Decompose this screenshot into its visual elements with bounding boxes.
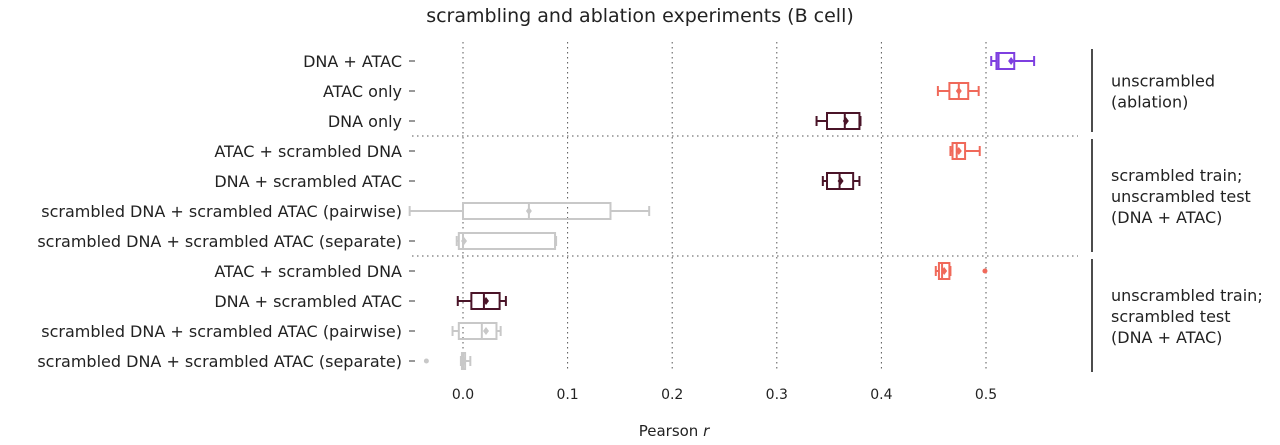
group-label: unscrambled train; bbox=[1111, 286, 1263, 305]
group-separators bbox=[412, 135, 1078, 257]
box-mean bbox=[842, 117, 849, 125]
group-annotations: unscrambled (ablation) scrambled train; uns… bbox=[1091, 49, 1263, 372]
category-label: DNA only bbox=[328, 112, 402, 131]
category-labels: DNA + ATAC ATAC only DNA only ATAC + scramb… bbox=[37, 52, 415, 371]
category-label: DNA + scrambled ATAC bbox=[214, 292, 402, 311]
box-mean bbox=[941, 267, 948, 275]
box-mean bbox=[1008, 57, 1015, 65]
group-label: unscrambled test bbox=[1111, 187, 1251, 206]
box-scrambled-dna-scrambled-atac-separate- bbox=[423, 352, 472, 370]
box-iqr bbox=[462, 202, 612, 220]
x-tick-label: 0.3 bbox=[766, 387, 788, 403]
grid-layer bbox=[462, 42, 987, 372]
box-scrambled-dna-scrambled-atac-pairwise- bbox=[451, 322, 502, 340]
outlier-point bbox=[982, 268, 988, 274]
category-label: DNA + ATAC bbox=[303, 52, 402, 71]
category-label: scrambled DNA + scrambled ATAC (separate… bbox=[37, 352, 402, 371]
box-mean bbox=[955, 87, 962, 95]
box-iqr bbox=[937, 262, 951, 280]
box-dna-scrambled-atac bbox=[456, 292, 507, 310]
box-mean bbox=[525, 207, 532, 215]
x-tick-label: 0.4 bbox=[870, 387, 892, 403]
x-axis-label: Pearson r bbox=[639, 422, 710, 440]
box-iqr bbox=[995, 52, 1016, 70]
box-scrambled-dna-scrambled-atac-separate- bbox=[455, 232, 558, 250]
category-label: scrambled DNA + scrambled ATAC (separate… bbox=[37, 232, 402, 251]
category-label: ATAC only bbox=[323, 82, 402, 101]
outlier-point bbox=[423, 358, 429, 364]
box-dna-scrambled-atac bbox=[821, 172, 861, 190]
box-iqr bbox=[951, 142, 967, 160]
box-dna-atac bbox=[990, 52, 1036, 70]
x-tick-label: 0.1 bbox=[556, 387, 578, 403]
box-mean bbox=[837, 177, 844, 185]
x-axis-label-text: Pearson bbox=[639, 422, 699, 440]
chart-title: scrambling and ablation experiments (B c… bbox=[426, 5, 854, 27]
box-mean bbox=[955, 147, 962, 155]
box-iqr bbox=[470, 292, 501, 310]
box-atac-scrambled-dna bbox=[949, 142, 981, 160]
box-scrambled-dna-scrambled-atac-pairwise- bbox=[408, 202, 651, 220]
box-dna-only bbox=[815, 112, 862, 130]
box-mean bbox=[461, 357, 468, 365]
group-label: scrambled test bbox=[1111, 307, 1231, 326]
category-label: scrambled DNA + scrambled ATAC (pairwise… bbox=[41, 322, 402, 341]
x-tick-label: 0.5 bbox=[975, 387, 997, 403]
box-atac-only bbox=[936, 82, 980, 100]
category-label: DNA + scrambled ATAC bbox=[214, 172, 402, 191]
group-label: scrambled train; bbox=[1111, 166, 1242, 185]
x-tick-label: 0.0 bbox=[452, 387, 474, 403]
box-iqr bbox=[457, 322, 498, 340]
category-label: scrambled DNA + scrambled ATAC (pairwise… bbox=[41, 202, 402, 221]
box-mean bbox=[483, 327, 490, 335]
category-label: ATAC + scrambled DNA bbox=[214, 262, 402, 281]
group-label: (ablation) bbox=[1111, 93, 1188, 112]
group-label: unscrambled bbox=[1111, 72, 1215, 91]
x-axis-label-italic: r bbox=[703, 422, 710, 440]
box-iqr bbox=[457, 232, 557, 250]
x-axis-ticks: 0.0 0.1 0.2 0.3 0.4 0.5 bbox=[452, 387, 997, 403]
category-label: ATAC + scrambled DNA bbox=[214, 142, 402, 161]
box-atac-scrambled-dna bbox=[934, 262, 988, 280]
box-series bbox=[408, 52, 1036, 370]
group-label: (DNA + ATAC) bbox=[1111, 328, 1222, 347]
box-iqr bbox=[826, 112, 861, 130]
x-tick-label: 0.2 bbox=[661, 387, 683, 403]
box-mean bbox=[461, 237, 468, 245]
group-label: (DNA + ATAC) bbox=[1111, 208, 1222, 227]
box-mean bbox=[483, 297, 490, 305]
